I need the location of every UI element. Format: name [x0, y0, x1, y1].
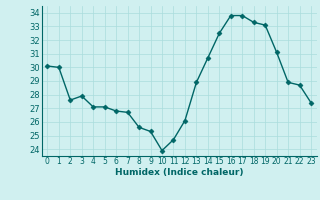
X-axis label: Humidex (Indice chaleur): Humidex (Indice chaleur) — [115, 168, 244, 177]
